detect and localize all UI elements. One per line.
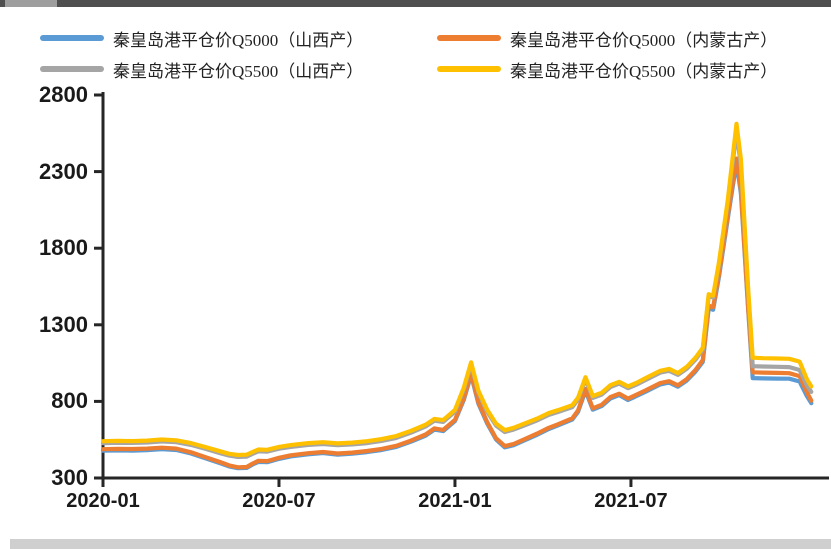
- legend-item-q5000-neimenggu: 秦皇岛港平仓价Q5000（内蒙古产）: [437, 27, 778, 50]
- legend-label-q5000-neimenggu: 秦皇岛港平仓价Q5000（内蒙古产）: [510, 30, 778, 50]
- legend-item-q5500-neimenggu: 秦皇岛港平仓价Q5500（内蒙古产）: [437, 58, 778, 81]
- y-tick-label: 800: [51, 388, 88, 414]
- x-tick-label: 2021-01: [418, 490, 492, 512]
- y-tick-label: 1800: [39, 235, 88, 261]
- legend-swatch-orange: [437, 35, 501, 41]
- series-line-秦皇岛港平仓价Q5500（内蒙古产）: [100, 121, 814, 458]
- x-tick-label: 2020-07: [242, 490, 316, 512]
- legend-item-q5000-shanxi: 秦皇岛港平仓价Q5000（山西产）: [40, 27, 364, 50]
- legend-swatch-gray: [40, 66, 104, 72]
- top-left-tab: [5, 0, 57, 7]
- y-tick-label: 1300: [39, 311, 88, 337]
- legend-swatch-blue: [40, 35, 104, 41]
- top-border-bar: [0, 0, 831, 7]
- y-tick-label: 2300: [39, 158, 88, 184]
- legend-label-q5500-neimenggu: 秦皇岛港平仓价Q5500（内蒙古产）: [510, 61, 778, 81]
- x-tick-label: 2020-01: [66, 490, 140, 512]
- bottom-border-bar: [10, 539, 831, 549]
- legend-label-q5000-shanxi: 秦皇岛港平仓价Q5000（山西产）: [113, 30, 364, 50]
- legend-item-q5500-shanxi: 秦皇岛港平仓价Q5500（山西产）: [40, 58, 364, 81]
- y-tick-label: 2800: [39, 82, 88, 107]
- chart-legend: 秦皇岛港平仓价Q5000（山西产） 秦皇岛港平仓价Q5000（内蒙古产） 秦皇岛…: [0, 0, 831, 90]
- x-tick-label: 2021-07: [594, 490, 668, 512]
- legend-label-q5500-shanxi: 秦皇岛港平仓价Q5500（山西产）: [113, 61, 364, 81]
- y-tick-label: 300: [51, 465, 88, 490]
- legend-swatch-yellow: [437, 66, 501, 72]
